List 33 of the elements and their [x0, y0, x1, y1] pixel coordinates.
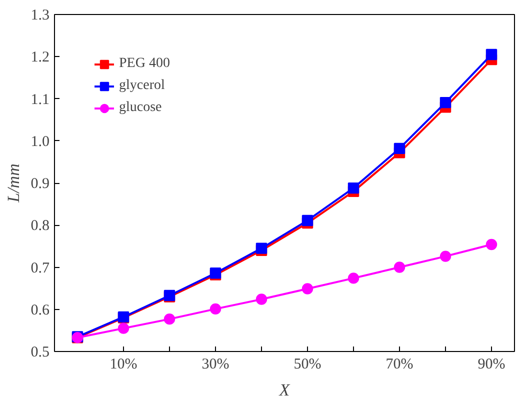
x-tick-label: 30% — [202, 356, 230, 372]
point — [394, 142, 406, 154]
point — [256, 294, 268, 305]
point — [164, 313, 176, 325]
point — [486, 238, 498, 250]
point — [440, 96, 452, 108]
point — [348, 272, 360, 284]
point — [394, 262, 406, 273]
y-axis-title: L/mm — [4, 164, 23, 204]
point — [210, 303, 222, 315]
y-tick-label: 0.7 — [30, 260, 50, 276]
x-tick-label: 10% — [110, 356, 138, 372]
legend-label: PEG 400 — [119, 56, 170, 72]
x-tick-label: 90% — [478, 356, 506, 372]
y-tick-label: 1.0 — [30, 134, 50, 150]
legend-label: glycerol — [119, 78, 165, 94]
legend-label: glucose — [119, 100, 162, 116]
point — [302, 283, 314, 294]
point — [440, 250, 452, 262]
y-tick-label: 0.5 — [30, 344, 50, 360]
y-tick-label: 1.1 — [30, 92, 50, 108]
y-tick-label: 1.2 — [30, 50, 50, 66]
y-tick-label: 0.9 — [30, 176, 50, 192]
point — [486, 48, 498, 60]
x-tick-label: 50% — [294, 356, 322, 372]
x-tick-label: 70% — [386, 356, 414, 372]
y-tick-label: 0.8 — [30, 218, 50, 234]
x-axis-title: X — [278, 380, 290, 400]
point — [302, 214, 314, 226]
point — [348, 182, 360, 194]
point — [118, 322, 130, 334]
y-tick-label: 1.3 — [30, 8, 50, 24]
y-tick-label: 0.6 — [30, 302, 50, 318]
